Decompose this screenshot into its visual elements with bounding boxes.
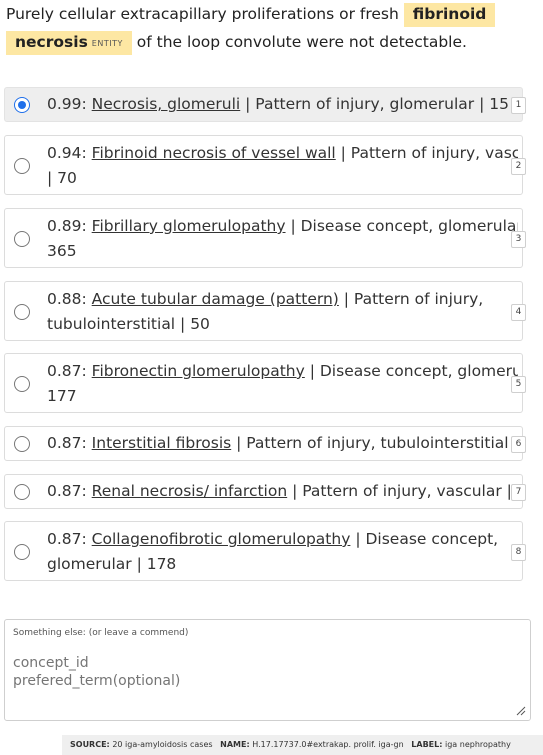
- option-label: 0.99: Necrosis, glomeruli | Pattern of i…: [47, 95, 509, 113]
- shortcut-key-badge: 7: [511, 484, 526, 501]
- option-interstitial-fibrosis[interactable]: 0.87: Interstitial fibrosis | Pattern of…: [4, 426, 526, 461]
- shortcut-key-badge: 6: [511, 436, 526, 453]
- option-term: Interstitial fibrosis: [91, 434, 232, 452]
- entity-highlight-line1: fibrinoid: [403, 3, 496, 27]
- option-fibrinoid-necrosis-vessel-wall[interactable]: 0.94: Fibrinoid necrosis of vessel wall …: [4, 135, 526, 195]
- option-necrosis-glomeruli[interactable]: 0.99: Necrosis, glomeruli | Pattern of i…: [4, 87, 526, 122]
- radio-button[interactable]: [14, 484, 30, 500]
- shortcut-key-badge: 5: [511, 376, 526, 393]
- radio-button[interactable]: [14, 544, 30, 560]
- radio-button[interactable]: [14, 231, 30, 247]
- option-fibronectin-glomerulopathy[interactable]: 0.87: Fibronectin glomerulopathy | Disea…: [4, 353, 526, 413]
- shortcut-key-badge: 2: [511, 158, 526, 175]
- option-label: 0.94: Fibrinoid necrosis of vessel wall …: [47, 144, 518, 187]
- option-label: 0.88: Acute tubular damage (pattern) | P…: [47, 290, 484, 333]
- option-label: 0.87: Collagenofibrotic glomerulopathy |…: [47, 530, 499, 573]
- radio-button[interactable]: [14, 304, 30, 320]
- radio-button[interactable]: [14, 436, 30, 452]
- option-label: 0.89: Fibrillary glomerulopathy | Diseas…: [47, 217, 518, 260]
- option-term: Fibronectin glomerulopathy: [91, 362, 305, 380]
- option-term: Acute tubular damage (pattern): [91, 290, 339, 308]
- comment-box: Something else: (or leave a commend): [4, 619, 531, 721]
- comment-input[interactable]: [13, 654, 518, 714]
- sentence-after: of the loop convolute were not detectabl…: [131, 33, 467, 51]
- option-renal-necrosis-infarction[interactable]: 0.87: Renal necrosis/ infarction | Patte…: [4, 474, 526, 509]
- resize-handle-icon[interactable]: [516, 706, 526, 716]
- shortcut-key-badge: 1: [511, 97, 526, 114]
- shortcut-key-badge: 3: [511, 231, 526, 248]
- metadata-footer: SOURCE: 20 iga-amyloidosis cases NAME: H…: [62, 735, 543, 755]
- option-label: 0.87: Renal necrosis/ infarction | Patte…: [47, 482, 518, 500]
- radio-button[interactable]: [14, 158, 30, 174]
- task-sentence: Purely cellular extracapillary prolifera…: [6, 0, 536, 58]
- entity-highlight-line2: necrosis ENTITY: [6, 31, 132, 55]
- shortcut-key-badge: 4: [511, 304, 526, 321]
- option-term: Fibrillary glomerulopathy: [91, 217, 286, 235]
- radio-button[interactable]: [14, 376, 30, 392]
- option-term: Collagenofibrotic glomerulopathy: [91, 530, 351, 548]
- option-fibrillary-glomerulopathy[interactable]: 0.89: Fibrillary glomerulopathy | Diseas…: [4, 208, 526, 268]
- entity-label-tag: ENTITY: [91, 39, 123, 48]
- comment-label: Something else: (or leave a commend): [13, 628, 189, 638]
- sentence-before: Purely cellular extracapillary prolifera…: [6, 5, 404, 23]
- option-collagenofibrotic-glomerulopathy[interactable]: 0.87: Collagenofibrotic glomerulopathy |…: [4, 521, 526, 581]
- option-term: Fibrinoid necrosis of vessel wall: [91, 144, 336, 162]
- shortcut-key-badge: 8: [511, 544, 526, 561]
- radio-button-selected[interactable]: [14, 97, 30, 113]
- option-label: 0.87: Interstitial fibrosis | Pattern of…: [47, 434, 518, 452]
- option-term: Necrosis, glomeruli: [91, 95, 241, 113]
- option-acute-tubular-damage[interactable]: 0.88: Acute tubular damage (pattern) | P…: [4, 281, 526, 341]
- option-label: 0.87: Fibronectin glomerulopathy | Disea…: [47, 362, 518, 405]
- option-term: Renal necrosis/ infarction: [91, 482, 288, 500]
